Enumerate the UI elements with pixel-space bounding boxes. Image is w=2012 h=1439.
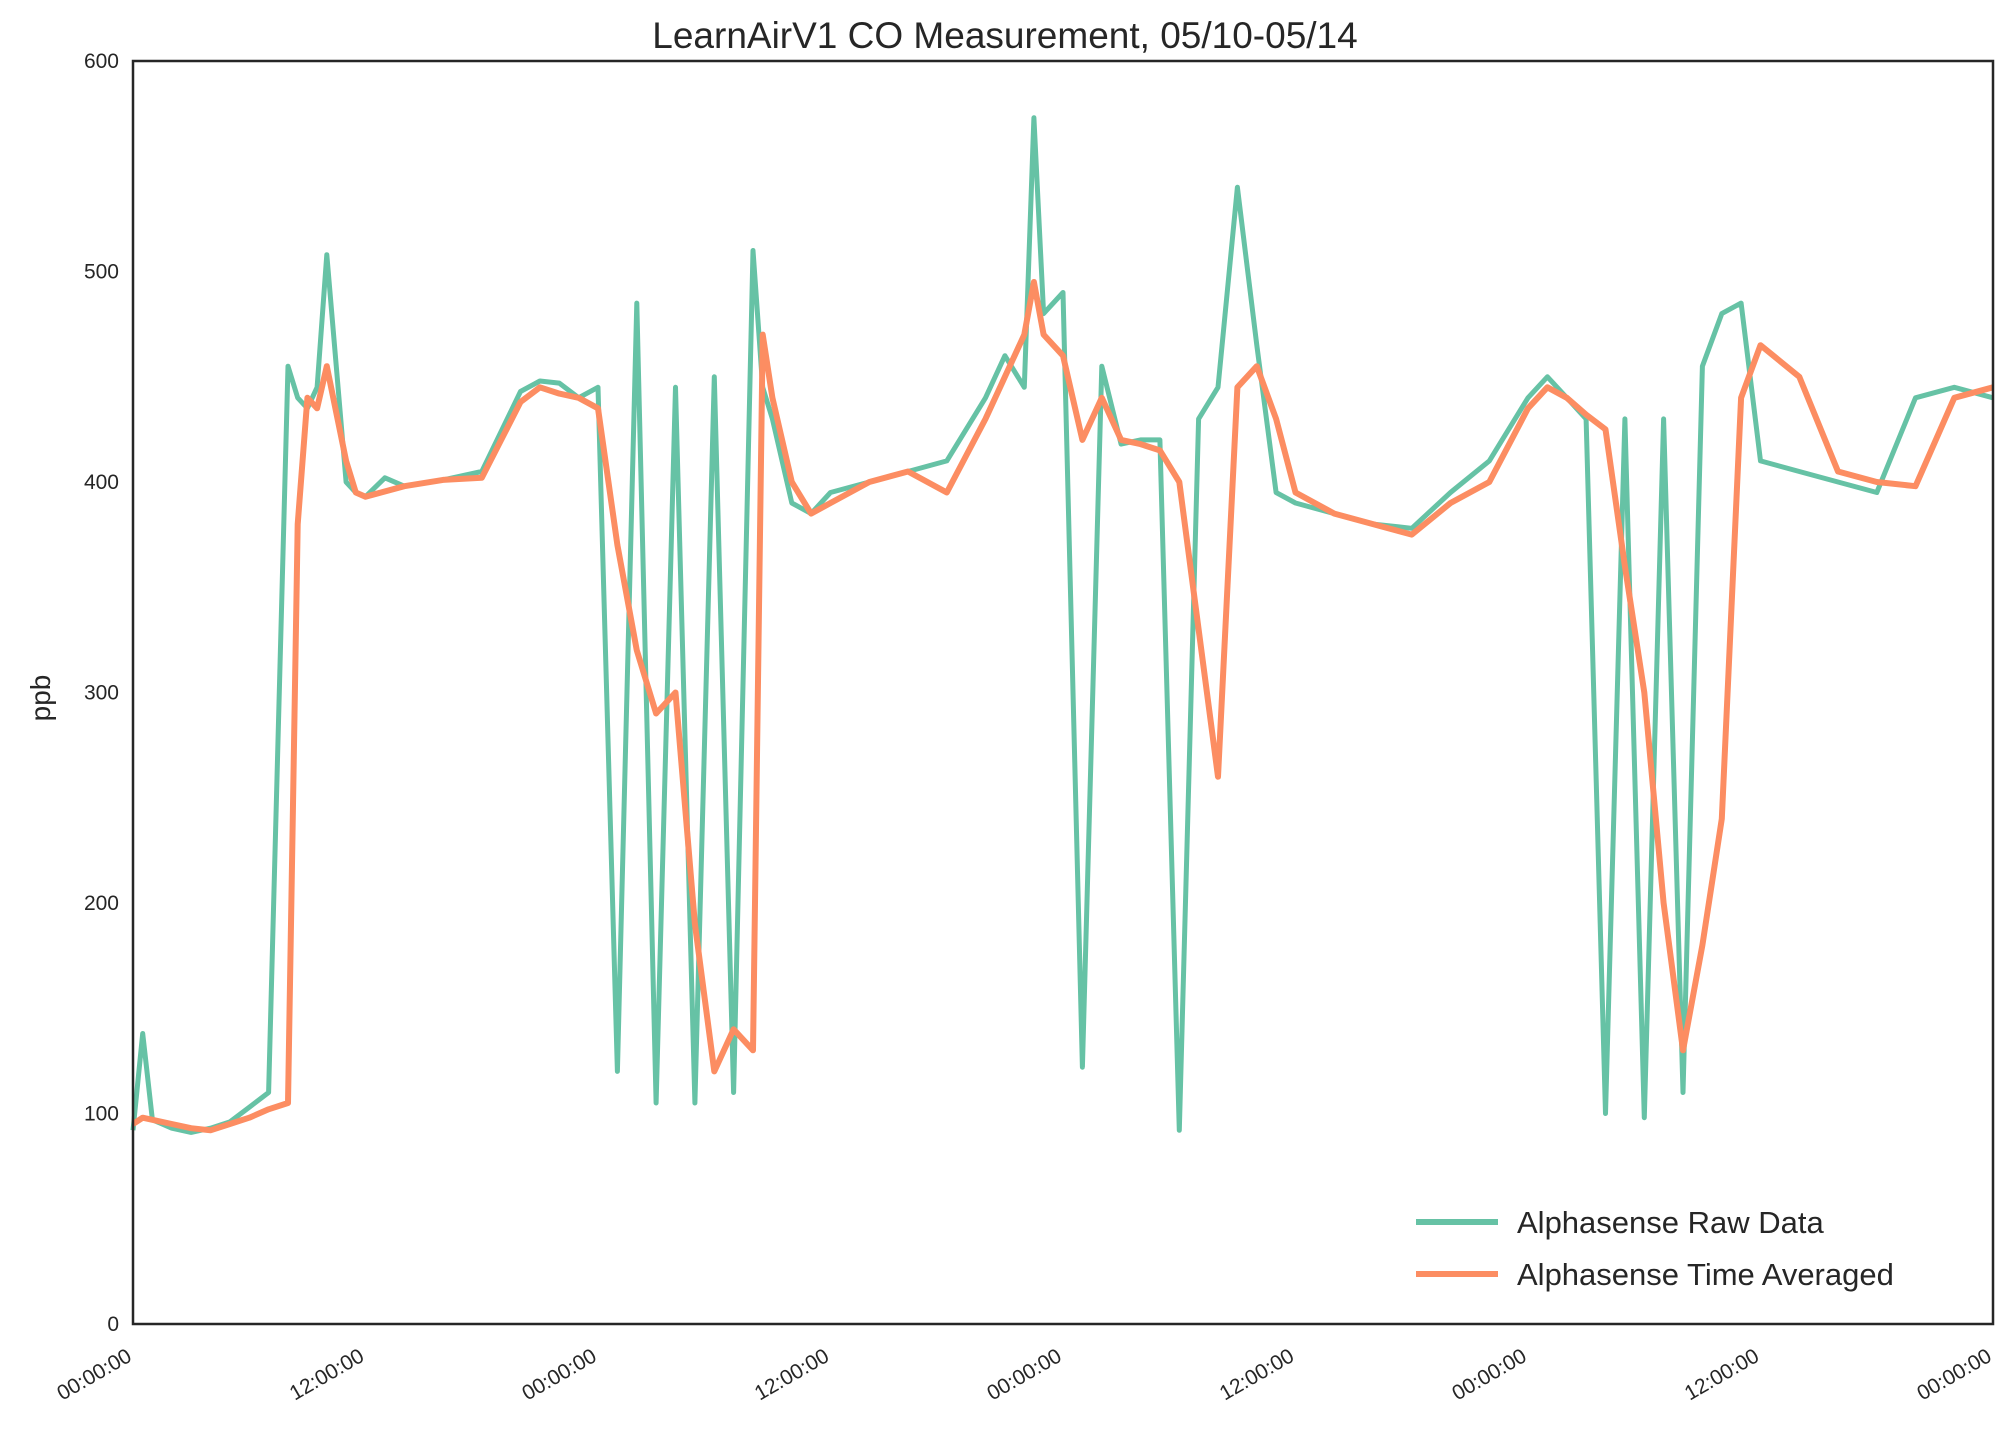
plot-frame bbox=[131, 59, 1995, 1326]
y-tick-label: 0 bbox=[107, 1313, 119, 1336]
x-tick-label: 00:00:00 bbox=[518, 1344, 600, 1405]
y-axis-label: ppb bbox=[25, 675, 56, 722]
legend-label: Alphasense Time Averaged bbox=[1517, 1257, 1894, 1292]
y-tick-label: 200 bbox=[84, 892, 119, 915]
legend: Alphasense Raw Data Alphasense Time Avera… bbox=[1416, 1205, 1894, 1292]
x-tick-label: 00:00:00 bbox=[53, 1344, 135, 1405]
legend-label: Alphasense Raw Data bbox=[1517, 1205, 1824, 1240]
x-tick-label: 12:00:00 bbox=[286, 1344, 368, 1405]
plot-area bbox=[130, 115, 1994, 1135]
x-tick-label: 12:00:00 bbox=[751, 1344, 833, 1405]
y-tick-label: 100 bbox=[84, 1103, 119, 1126]
y-tick-label: 600 bbox=[84, 50, 119, 73]
x-tick-label: 12:00:00 bbox=[1216, 1344, 1298, 1405]
x-tick-label: 00:00:00 bbox=[983, 1344, 1065, 1405]
chart-title: LearnAirV1 CO Measurement, 05/10-05/14 bbox=[652, 15, 1357, 56]
y-axis-ticks: 0 100 200 300 400 500 600 bbox=[84, 50, 119, 1336]
series-line-1 bbox=[130, 115, 1994, 1135]
x-tick-label: 00:00:00 bbox=[1448, 1344, 1530, 1405]
y-tick-label: 400 bbox=[84, 471, 119, 494]
x-tick-label: 00:00:00 bbox=[1913, 1344, 1995, 1405]
x-axis-ticks: 00:00:00 12:00:00 00:00:00 12:00:00 00:00:00… bbox=[53, 1344, 1995, 1405]
y-tick-label: 300 bbox=[84, 682, 119, 705]
series-line-2 bbox=[131, 279, 1994, 1134]
x-tick-label: 12:00:00 bbox=[1681, 1344, 1763, 1405]
y-tick-label: 500 bbox=[84, 261, 119, 284]
